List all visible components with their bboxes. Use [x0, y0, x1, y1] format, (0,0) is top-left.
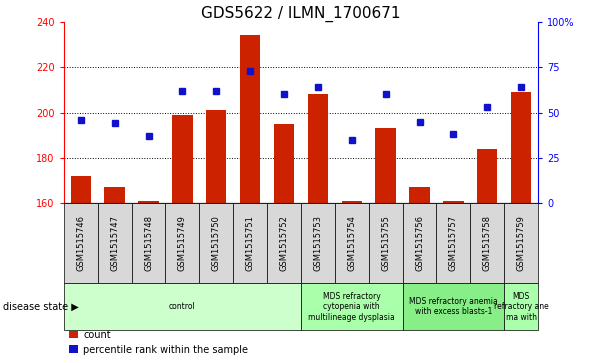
Text: GSM1515759: GSM1515759	[517, 215, 526, 271]
Bar	[477, 149, 497, 203]
Bar	[131, 203, 165, 283]
Bar	[443, 201, 463, 203]
Bar	[64, 283, 301, 330]
Bar	[267, 203, 301, 283]
Bar	[368, 203, 402, 283]
Text: MDS
refractory ane
ma with: MDS refractory ane ma with	[494, 292, 548, 322]
Text: GSM1515758: GSM1515758	[483, 215, 492, 271]
Text: disease state ▶: disease state ▶	[3, 302, 79, 312]
Bar	[342, 201, 362, 203]
Bar	[240, 35, 260, 203]
Bar	[274, 124, 294, 203]
Bar	[402, 283, 504, 330]
Text: GSM1515756: GSM1515756	[415, 215, 424, 271]
Text: GSM1515747: GSM1515747	[110, 215, 119, 271]
Bar	[335, 203, 368, 283]
Text: GSM1515753: GSM1515753	[313, 215, 322, 271]
Text: MDS refractory
cytopenia with
multilineage dysplasia: MDS refractory cytopenia with multilinea…	[308, 292, 395, 322]
Bar	[376, 129, 396, 203]
Bar	[172, 115, 193, 203]
Legend: count, percentile rank within the sample: count, percentile rank within the sample	[69, 330, 248, 355]
Text: GSM1515754: GSM1515754	[347, 215, 356, 271]
Bar	[511, 92, 531, 203]
Bar	[437, 203, 471, 283]
Bar	[301, 203, 335, 283]
Bar	[71, 176, 91, 203]
Bar	[165, 203, 199, 283]
Bar	[504, 203, 538, 283]
Bar	[308, 94, 328, 203]
Bar	[64, 203, 98, 283]
Bar	[471, 203, 504, 283]
Text: MDS refractory anemia
with excess blasts-1: MDS refractory anemia with excess blasts…	[409, 297, 498, 317]
Text: GSM1515750: GSM1515750	[212, 215, 221, 271]
Text: GSM1515749: GSM1515749	[178, 215, 187, 271]
Bar	[504, 283, 538, 330]
Text: GSM1515746: GSM1515746	[76, 215, 85, 271]
Bar	[233, 203, 267, 283]
Title: GDS5622 / ILMN_1700671: GDS5622 / ILMN_1700671	[201, 5, 401, 22]
Bar	[139, 201, 159, 203]
Bar	[206, 110, 226, 203]
Text: GSM1515752: GSM1515752	[280, 215, 289, 271]
Bar	[402, 203, 437, 283]
Bar	[98, 203, 131, 283]
Text: control: control	[169, 302, 196, 311]
Text: GSM1515751: GSM1515751	[246, 215, 255, 271]
Bar	[409, 187, 430, 203]
Text: GSM1515748: GSM1515748	[144, 215, 153, 271]
Bar	[301, 283, 402, 330]
Bar	[199, 203, 233, 283]
Text: GSM1515755: GSM1515755	[381, 215, 390, 271]
Bar	[105, 187, 125, 203]
Text: GSM1515757: GSM1515757	[449, 215, 458, 271]
